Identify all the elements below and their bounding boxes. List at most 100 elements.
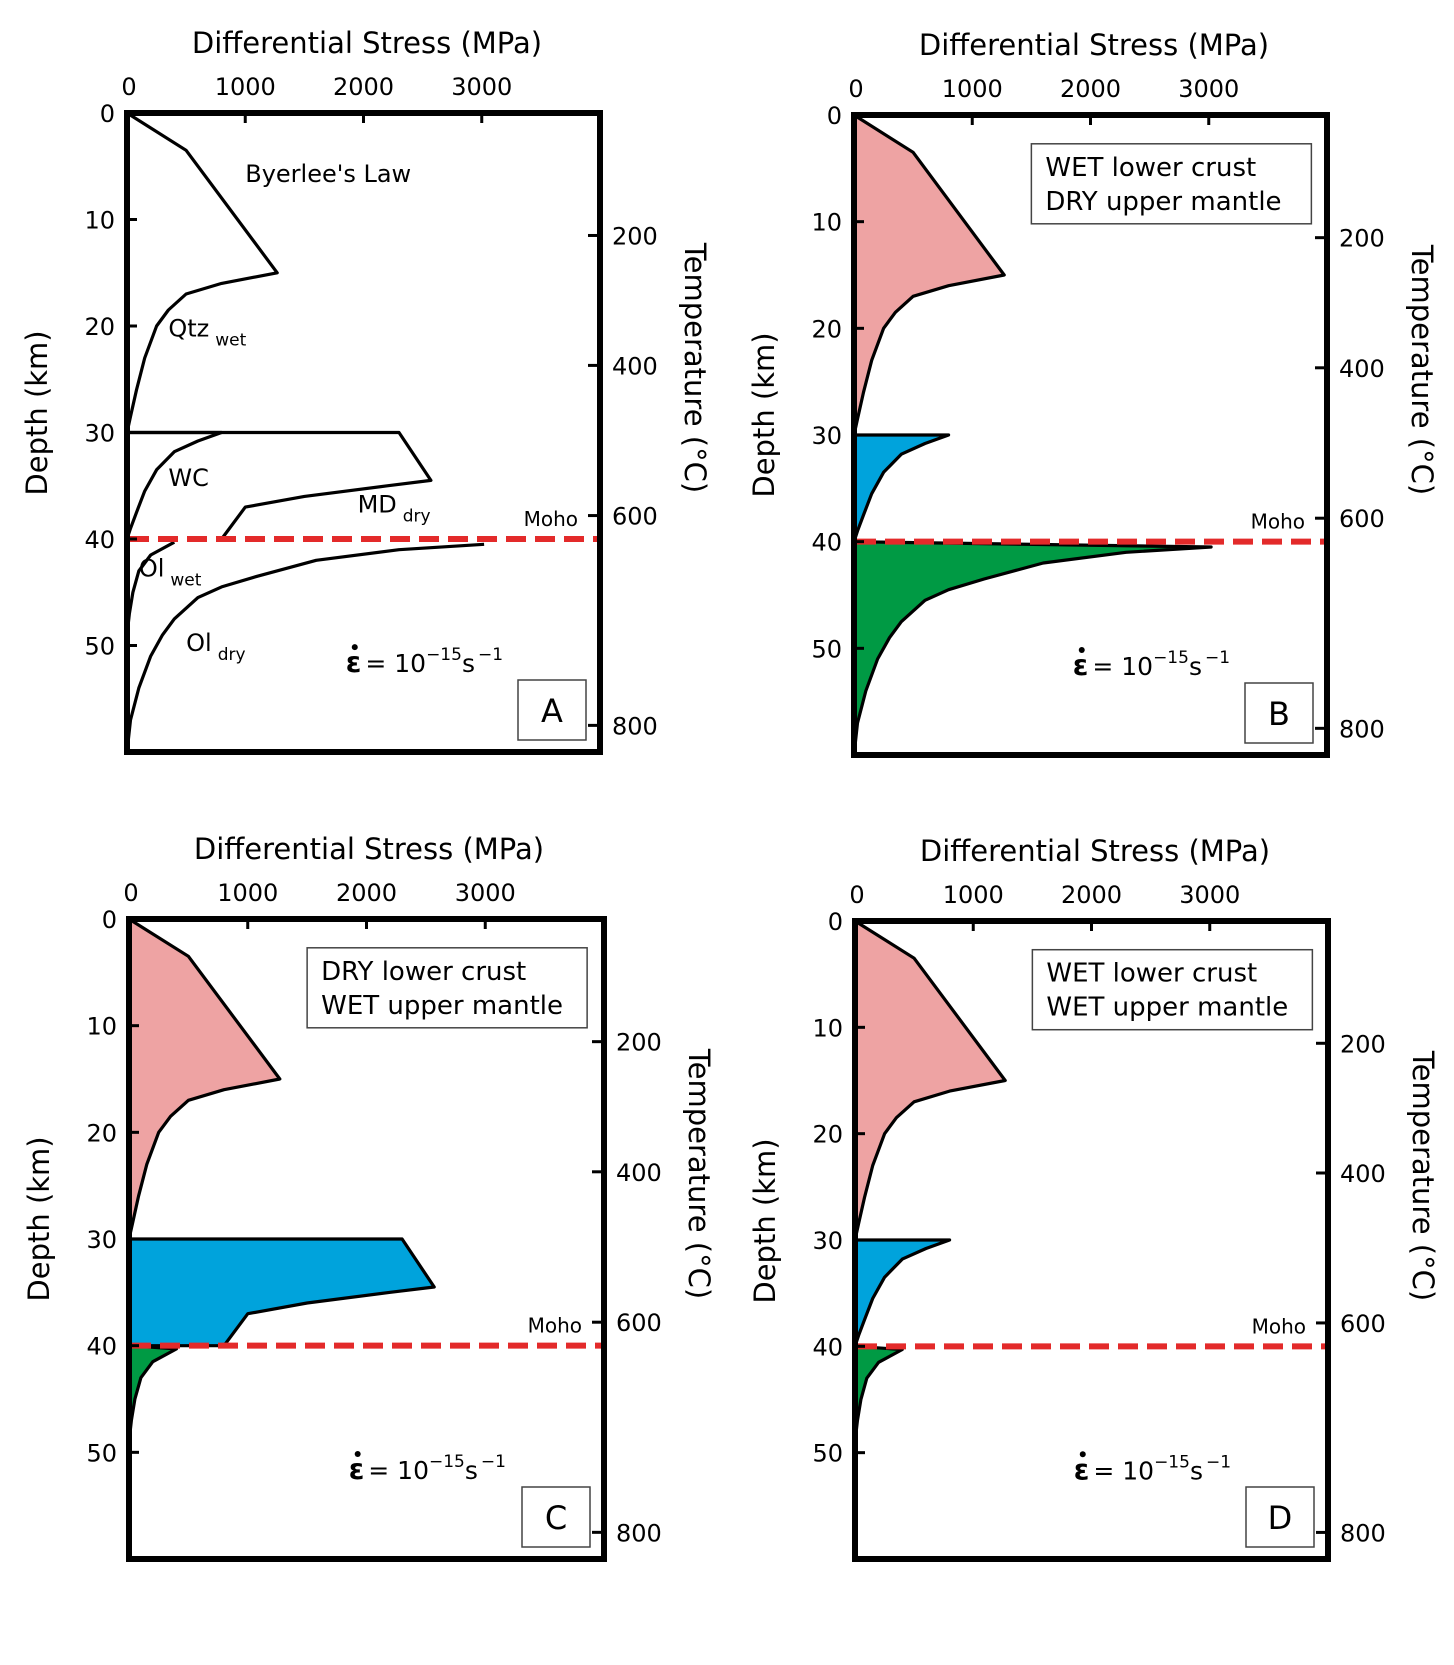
note-line: DRY lower crust — [321, 957, 526, 987]
strain-rate-base: = 10 — [365, 649, 426, 678]
y-axis-title: Depth (km) — [20, 330, 54, 495]
panel-letter: A — [541, 692, 563, 730]
strain-rate: ε = 10−15s −1 — [349, 1452, 506, 1486]
y2-tick-label: 800 — [616, 1519, 662, 1547]
x-tick-label: 1000 — [942, 75, 1003, 103]
x-tick-label: 0 — [849, 881, 864, 909]
y2-tick-label: 800 — [1339, 715, 1385, 743]
strain-rate-unit-exponent: −1 — [1206, 1452, 1231, 1472]
curve-label-main: Ol — [186, 629, 212, 657]
epsilon-dot-icon: ε — [1074, 1453, 1090, 1486]
y2-tick-label: 200 — [616, 1029, 662, 1057]
strain-rate-exponent: −15 — [1153, 648, 1189, 668]
curve-label-sub: dry — [218, 645, 246, 665]
y-tick-label: 30 — [86, 1226, 117, 1254]
y2-tick-label: 600 — [612, 503, 658, 531]
y-tick-label: 50 — [86, 1439, 117, 1467]
y-axis-title: Depth (km) — [22, 1136, 56, 1301]
y-tick-label: 10 — [86, 1013, 117, 1041]
strain-rate-unit: s — [1190, 1456, 1203, 1485]
note-line: WET upper mantle — [1046, 993, 1288, 1023]
strain-rate-base: = 10 — [368, 1456, 429, 1485]
curve-label-sub: wet — [170, 570, 201, 590]
y-tick-label: 30 — [811, 422, 842, 450]
x-tick-label: 2000 — [336, 879, 397, 907]
series-lower-crust-wet — [125, 430, 224, 540]
y-tick-label: 10 — [812, 1014, 843, 1042]
y2-tick-label: 200 — [612, 222, 658, 250]
x-tick-label: 3000 — [455, 879, 516, 907]
epsilon-dot-icon: ε — [349, 1453, 365, 1486]
strain-rate: ε = 10−15s −1 — [1074, 1452, 1231, 1486]
panel-b: Moho 0 1000 2000 3000 0 10 20 30 40 50 200 400 600 800… — [747, 28, 1439, 758]
strain-rate-unit: s — [462, 649, 475, 678]
note-line: WET upper mantle — [321, 991, 563, 1021]
panel-letter-box — [517, 679, 587, 741]
curve-label-sub: wet — [215, 331, 246, 351]
series-lower-crust — [853, 1238, 952, 1348]
y-tick-label: 30 — [812, 1227, 843, 1255]
strain-rate-exponent: −15 — [1154, 1452, 1190, 1472]
epsilon-dot — [1078, 647, 1085, 653]
y2-tick-label: 200 — [1339, 225, 1385, 253]
epsilon-dot-icon: ε — [346, 646, 362, 679]
series-upper-mantle — [852, 540, 1213, 757]
series-upper-crust — [852, 113, 1006, 437]
x-tick-label: 0 — [848, 75, 863, 103]
strain-rate-unit: s — [1189, 652, 1202, 681]
note-line: WET lower crust — [1046, 959, 1257, 989]
x-tick-label: 0 — [121, 73, 136, 101]
y-tick-label: 0 — [828, 908, 843, 936]
y-tick-label: 0 — [102, 906, 117, 934]
y2-tick-label: 400 — [1340, 1160, 1386, 1188]
y2-tick-label: 600 — [616, 1309, 662, 1337]
panel-letter-box — [1244, 682, 1314, 744]
strain-rate-exponent: −15 — [426, 645, 462, 665]
curve-label-main: Qtz — [168, 315, 209, 343]
series-lower-crust — [127, 1237, 436, 1348]
y-tick-label: 40 — [86, 1333, 117, 1361]
series-upper-mantle — [127, 1344, 179, 1444]
strain-rate-unit-exponent: −1 — [481, 1452, 506, 1472]
epsilon-dot-icon: ε — [1073, 649, 1089, 682]
x-tick-label: 2000 — [1061, 881, 1122, 909]
y-tick-label: 50 — [84, 633, 115, 661]
series-upper-crust — [853, 919, 1007, 1242]
strain-rate-unit-exponent: −1 — [478, 645, 503, 665]
curve-label-main: WC — [168, 464, 209, 492]
x-tick-label: 1000 — [217, 879, 278, 907]
y-tick-label: 0 — [100, 100, 115, 128]
curve-label: Qtz wet — [168, 315, 246, 351]
x-axis-title: Differential Stress (MPa) — [920, 834, 1270, 868]
y-tick-label: 20 — [86, 1119, 117, 1147]
y2-axis-title: Temperature (°C) — [682, 1048, 716, 1299]
curve-label: Ol dry — [186, 629, 245, 665]
note-line: DRY upper mantle — [1045, 187, 1281, 217]
strain-rate-unit: s — [465, 1456, 478, 1485]
epsilon-dot — [354, 1451, 361, 1457]
curve-label: MD dry — [358, 490, 431, 526]
y2-axis-title: Temperature (°C) — [1406, 1050, 1440, 1301]
panel-letter: B — [1268, 695, 1290, 733]
y-tick-label: 50 — [812, 1440, 843, 1468]
y-axis-title: Depth (km) — [747, 332, 781, 497]
series-lower-crust — [852, 433, 951, 544]
panel-letter: D — [1268, 1499, 1293, 1537]
y2-axis-title: Temperature (°C) — [678, 242, 712, 493]
curve-label: Ol wet — [139, 554, 202, 590]
y2-tick-label: 800 — [1340, 1519, 1386, 1547]
curve-label-main: MD — [358, 490, 397, 518]
y2-tick-label: 400 — [612, 352, 658, 380]
moho-label: Moho — [524, 507, 578, 531]
strain-rate: ε = 10−15s −1 — [1073, 648, 1230, 682]
series-upper-mantle — [853, 1344, 904, 1444]
panel-letter-box — [521, 1486, 591, 1548]
y-tick-label: 20 — [84, 313, 115, 341]
panel-c: Moho 0 1000 2000 3000 0 10 20 30 40 50 200 400 600 800… — [22, 832, 716, 1562]
note-box — [306, 947, 588, 1029]
y-tick-label: 40 — [812, 1333, 843, 1361]
y2-tick-label: 600 — [1340, 1310, 1386, 1338]
y-tick-label: 0 — [827, 102, 842, 130]
